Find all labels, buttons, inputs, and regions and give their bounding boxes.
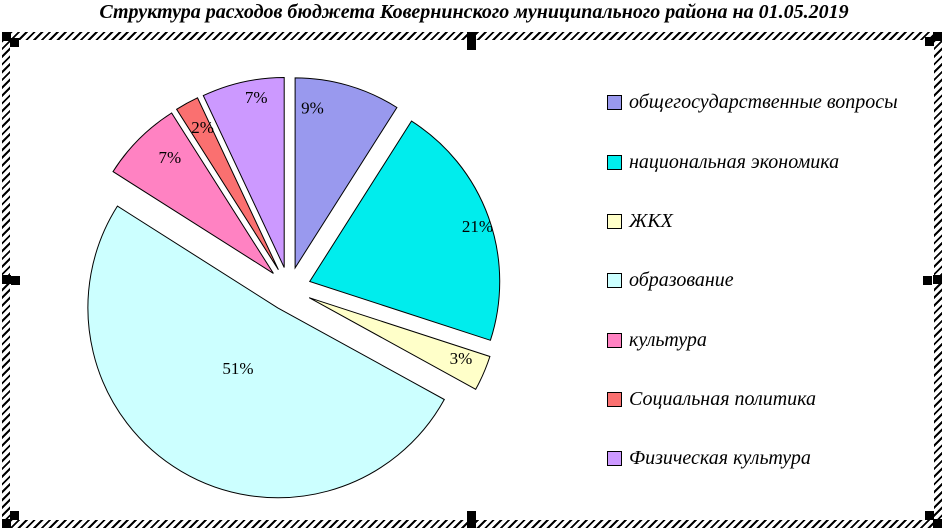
legend-label: национальная экономика <box>629 150 840 173</box>
pie-slice[interactable] <box>202 76 285 268</box>
slice-percent-label: 9% <box>301 98 324 117</box>
chart-area-resize-handle[interactable] <box>925 511 934 520</box>
pie-slice[interactable] <box>294 77 398 270</box>
chart-area-resize-handle[interactable] <box>925 37 934 46</box>
pie-slice[interactable] <box>175 97 279 270</box>
legend-item[interactable]: Физическая культура <box>607 429 898 488</box>
legend-swatch <box>607 391 622 407</box>
pie-slice[interactable] <box>87 205 445 499</box>
slice-percent-label: 3% <box>450 349 473 368</box>
slice-percent-label: 7% <box>158 148 181 167</box>
chart-area-resize-handle[interactable] <box>467 41 476 50</box>
chart-area-resize-handle[interactable] <box>11 276 20 285</box>
legend-swatch <box>607 451 622 467</box>
legend-label: культура <box>629 328 707 351</box>
frame-resize-handle[interactable] <box>933 275 942 284</box>
legend-swatch <box>607 95 622 111</box>
legend-item[interactable]: ЖКХ <box>607 192 898 251</box>
frame-resize-handle[interactable] <box>2 32 11 41</box>
frame-resize-handle[interactable] <box>467 32 476 41</box>
legend-item[interactable]: национальная экономика <box>607 132 898 191</box>
chart-title: Структура расходов бюджета Ковернинского… <box>99 1 849 23</box>
legend-label: общегосударственные вопросы <box>629 91 898 114</box>
chart-area-resize-handle[interactable] <box>10 38 19 47</box>
legend-swatch <box>607 273 622 289</box>
legend-swatch <box>607 332 622 348</box>
chart-area-resize-handle[interactable] <box>923 276 932 285</box>
frame-resize-handle[interactable] <box>933 519 942 528</box>
legend-swatch <box>607 213 622 229</box>
slice-percent-label: 21% <box>462 217 493 236</box>
legend-item[interactable]: общегосударственные вопросы <box>607 73 898 132</box>
legend-item[interactable]: образование <box>607 251 898 310</box>
legend-label: Социальная политика <box>629 387 817 410</box>
pie-slice[interactable] <box>112 112 274 274</box>
legend-item[interactable]: культура <box>607 310 898 369</box>
frame-resize-handle[interactable] <box>467 519 476 528</box>
frame-resize-handle[interactable] <box>933 32 942 41</box>
frame-resize-handle[interactable] <box>2 519 11 528</box>
chart-legend: общегосударственные вопросы национальная … <box>607 73 898 488</box>
pie-slice[interactable] <box>308 120 501 341</box>
pie-slice[interactable] <box>308 297 491 390</box>
slice-percent-label: 2% <box>191 118 214 137</box>
legend-label: ЖКХ <box>629 209 673 232</box>
legend-label: Физическая культура <box>629 447 811 470</box>
frame-resize-handle[interactable] <box>2 275 11 284</box>
legend-swatch <box>607 154 622 170</box>
legend-item[interactable]: Социальная политика <box>607 370 898 429</box>
chart-area-resize-handle[interactable] <box>10 511 19 520</box>
slice-percent-label: 51% <box>222 359 253 378</box>
legend-label: образование <box>629 269 734 292</box>
slice-percent-label: 7% <box>245 88 268 107</box>
chart-area-resize-handle[interactable] <box>467 511 476 520</box>
